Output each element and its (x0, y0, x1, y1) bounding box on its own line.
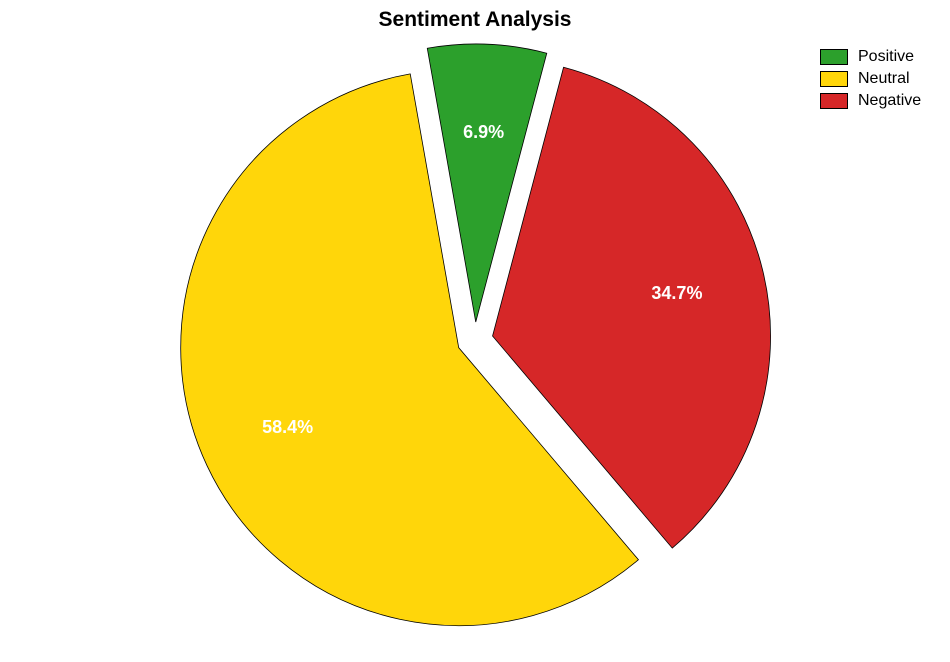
slice-label-negative: 34.7% (651, 283, 702, 303)
legend-label: Positive (858, 48, 914, 66)
chart-container: { "chart": { "type": "pie", "title": "Se… (0, 0, 950, 662)
legend-label: Neutral (858, 70, 910, 88)
legend-item-positive: Positive (820, 48, 921, 66)
slice-label-positive: 6.9% (463, 122, 504, 142)
legend-swatch (820, 49, 848, 65)
legend: Positive Neutral Negative (820, 48, 921, 114)
legend-swatch (820, 71, 848, 87)
slice-label-neutral: 58.4% (262, 417, 313, 437)
legend-item-negative: Negative (820, 92, 921, 110)
pie-chart: 6.9% 58.4% 34.7% (0, 0, 950, 662)
legend-swatch (820, 93, 848, 109)
legend-item-neutral: Neutral (820, 70, 921, 88)
legend-label: Negative (858, 92, 921, 110)
